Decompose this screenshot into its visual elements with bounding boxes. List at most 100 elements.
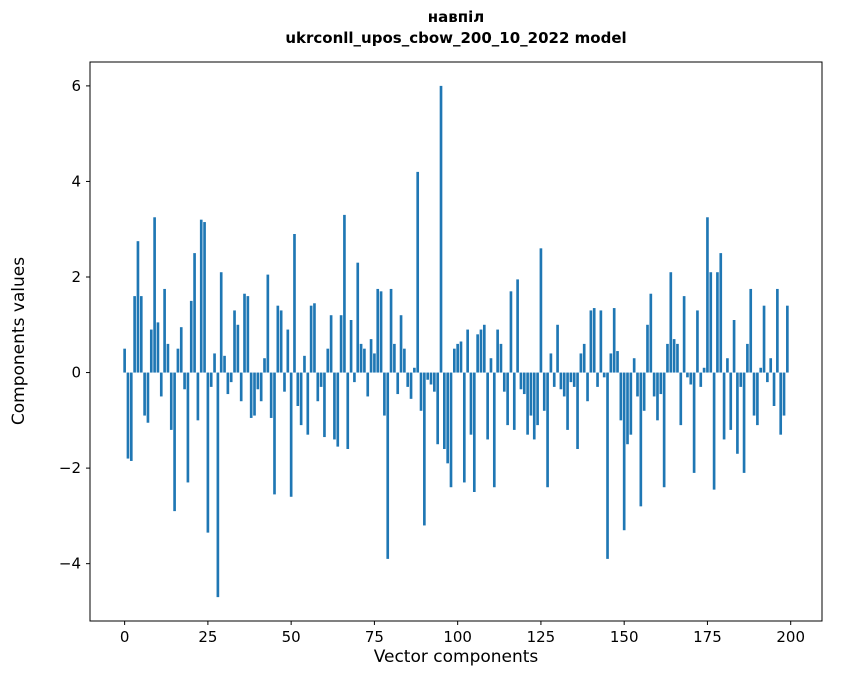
bar	[586, 372, 589, 402]
y-tick-label: 2	[71, 268, 81, 286]
bar	[263, 358, 266, 373]
bar	[736, 372, 739, 454]
bar	[429, 372, 433, 385]
bar	[562, 372, 566, 397]
bar	[229, 372, 233, 383]
bar	[726, 358, 729, 373]
bar	[542, 372, 546, 411]
bar	[529, 372, 533, 416]
y-axis-label: Components values	[9, 257, 29, 425]
bar	[416, 171, 420, 373]
bar	[769, 358, 773, 373]
bar	[476, 334, 479, 373]
x-axis-label: Vector components	[374, 647, 539, 667]
bar	[652, 372, 656, 397]
bar	[396, 372, 400, 395]
bar	[539, 248, 543, 373]
bar	[386, 372, 390, 559]
bar	[672, 339, 676, 373]
bar	[406, 372, 410, 387]
bar	[456, 343, 459, 373]
bar	[346, 372, 350, 449]
bar	[606, 372, 609, 559]
bar	[752, 372, 756, 416]
bar	[303, 355, 306, 373]
bar	[779, 372, 783, 435]
bar	[472, 372, 476, 492]
bar	[686, 372, 689, 378]
bar	[316, 372, 320, 402]
bar	[519, 372, 523, 390]
bar	[183, 372, 186, 390]
bar	[512, 372, 516, 430]
bar	[176, 348, 180, 373]
bar	[276, 305, 280, 373]
bar	[283, 372, 286, 392]
bar	[339, 315, 343, 373]
bar	[243, 293, 246, 373]
bar	[269, 372, 273, 418]
bar	[699, 372, 703, 387]
bar	[549, 353, 553, 373]
bar	[572, 372, 576, 387]
bar	[306, 372, 310, 435]
bar	[296, 372, 300, 406]
bar	[786, 305, 789, 373]
bar	[216, 372, 220, 598]
bar	[293, 234, 296, 373]
bar	[622, 372, 626, 531]
bar	[449, 372, 453, 488]
bar	[742, 372, 746, 473]
bar	[509, 291, 513, 373]
bar	[223, 355, 226, 373]
bar	[369, 339, 373, 373]
bar	[383, 372, 386, 416]
bar	[356, 262, 360, 373]
bar	[453, 348, 456, 373]
bar	[722, 372, 726, 440]
bar	[492, 372, 496, 488]
bar	[423, 372, 426, 526]
bar	[329, 315, 333, 373]
bar	[206, 372, 210, 533]
bar	[353, 372, 356, 383]
bar	[642, 372, 646, 411]
bar	[279, 310, 283, 373]
bar	[756, 372, 759, 426]
bar	[772, 372, 776, 406]
bar	[676, 343, 679, 373]
bar	[179, 327, 183, 373]
bar	[193, 253, 196, 373]
bar	[559, 372, 563, 390]
bar	[153, 217, 156, 373]
bar	[139, 296, 143, 373]
bar	[479, 329, 483, 373]
bar	[259, 372, 263, 402]
bar	[546, 372, 549, 488]
bar	[566, 372, 569, 430]
bar	[239, 372, 243, 402]
bar	[609, 353, 613, 373]
axes-frame	[89, 61, 823, 622]
bar	[319, 372, 323, 387]
x-tick-label: 75	[365, 628, 384, 646]
bar	[363, 348, 366, 373]
bar	[729, 372, 733, 430]
bar	[592, 308, 596, 373]
bar	[313, 303, 316, 373]
bar	[762, 305, 766, 373]
x-tick-label: 25	[198, 628, 217, 646]
bar	[776, 288, 779, 373]
bar	[249, 372, 253, 418]
bar	[226, 372, 230, 395]
bar	[689, 372, 693, 385]
bar	[766, 372, 769, 383]
bar	[632, 358, 636, 373]
bar	[732, 320, 736, 373]
bar	[323, 372, 326, 438]
bar	[692, 372, 696, 473]
bar	[579, 353, 583, 373]
bar	[532, 372, 536, 440]
bar	[506, 372, 509, 426]
